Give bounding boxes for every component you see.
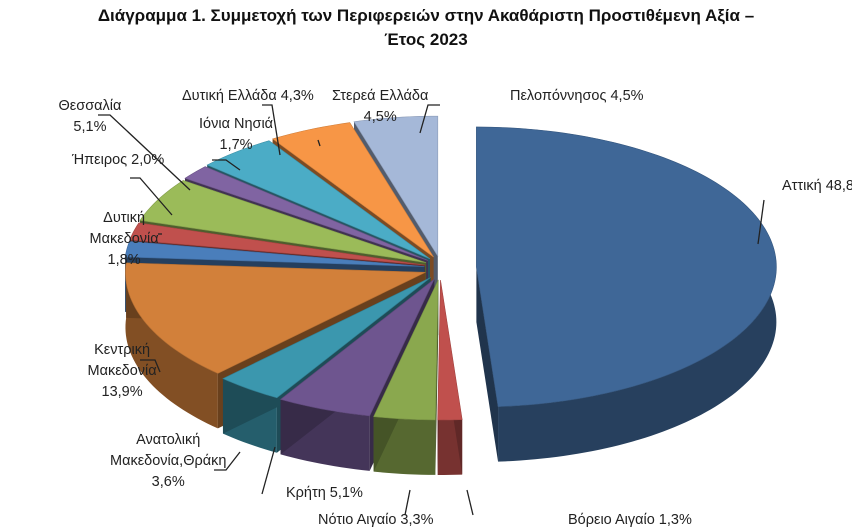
slice-label: Δυτική Μακεδονία 1,8% xyxy=(89,210,159,268)
leader-line xyxy=(466,489,474,516)
slice-label: Στερεά Ελλάδα 4,5% xyxy=(332,88,429,125)
pie-slice-0 xyxy=(476,126,777,407)
slice-label: Κρήτη 5,1% xyxy=(286,485,363,501)
slice-label: Δυτική Ελλάδα 4,3% xyxy=(182,88,314,104)
pie-slice-2 xyxy=(373,279,439,421)
chart-title: Διάγραμμα 1. Συμμετοχή των Περιφερειών σ… xyxy=(0,4,852,52)
leader-line xyxy=(130,177,173,216)
leader-line xyxy=(261,446,276,495)
pie-slice-5 xyxy=(125,262,426,374)
pie-slice-11 xyxy=(272,122,434,258)
pie-slice-12 xyxy=(353,115,439,258)
slice-label: Ιόνια Νησιά 1,7% xyxy=(199,116,274,153)
slice-wall xyxy=(125,262,218,429)
leader-line xyxy=(419,104,440,134)
pie-slice-1 xyxy=(437,279,463,421)
slice-label: Θεσσαλία 5,1% xyxy=(58,98,122,135)
leader-line xyxy=(212,159,241,171)
leader-line xyxy=(214,451,241,471)
chart-title-line-2: Έτος 2023 xyxy=(384,30,468,49)
leader-line xyxy=(262,104,281,156)
slice-label: Πελοπόννησος 4,5% xyxy=(510,88,644,104)
slice-label: Ανατολική Μακεδονία,Θράκη 3,6% xyxy=(110,432,227,490)
pie-slice-4 xyxy=(222,277,431,399)
leader-line xyxy=(317,139,321,147)
slice-label: Κεντρική Μακεδονία 13,9% xyxy=(87,342,157,400)
pie-slice-10 xyxy=(206,140,431,260)
pie-slice-9 xyxy=(184,166,428,261)
slice-label: Βόρειο Αιγαίο 1,3% xyxy=(568,512,692,528)
pie-slice-6 xyxy=(124,241,425,267)
slice-label: Αττική 48,8% xyxy=(782,178,852,194)
leader-line xyxy=(140,359,161,373)
leader-line xyxy=(98,114,191,191)
leader-line xyxy=(404,489,411,516)
slice-label: Νότιο Αιγαίο 3,3% xyxy=(318,512,434,528)
slice-side xyxy=(476,266,499,462)
leader-line xyxy=(757,199,765,245)
pie-slice-7 xyxy=(129,222,425,266)
pie-slice-3 xyxy=(279,278,435,417)
chart-title-line-1: Διάγραμμα 1. Συμμετοχή των Περιφερειών σ… xyxy=(97,6,755,25)
slice-label: Ήπειρος 2,0% xyxy=(72,152,165,168)
